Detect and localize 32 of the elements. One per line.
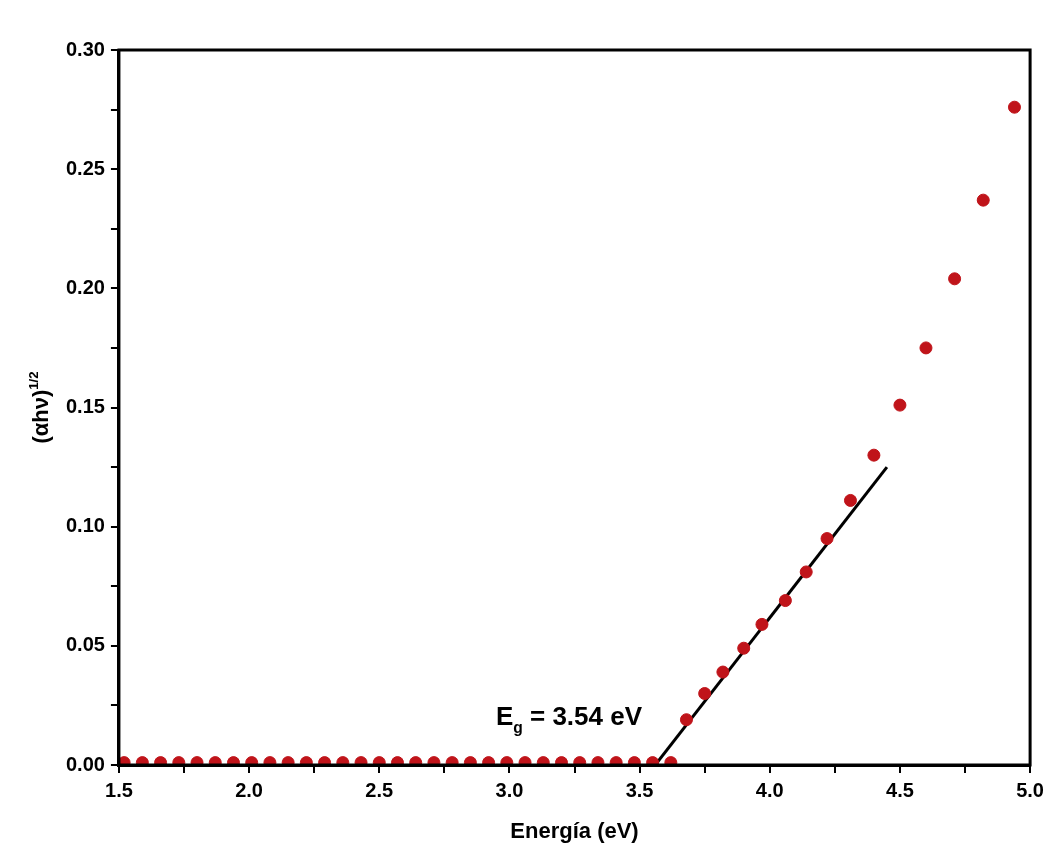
x-tick-label: 3.0 xyxy=(495,778,524,801)
point xyxy=(820,532,834,546)
y-tick-label: 0.15 xyxy=(65,395,105,418)
y-axis-title: (αhν)1/2 xyxy=(26,371,53,444)
point xyxy=(716,665,730,679)
point xyxy=(893,398,907,412)
y-tick-label: 0.05 xyxy=(65,633,105,656)
x-tick-label: 1.5 xyxy=(105,778,133,801)
point xyxy=(1007,100,1021,114)
x-tick-label: 4.0 xyxy=(755,778,784,801)
point xyxy=(843,493,857,507)
x-tick-label: 5.0 xyxy=(1016,778,1044,801)
point xyxy=(867,448,881,462)
point xyxy=(948,272,962,286)
point xyxy=(778,594,792,608)
point xyxy=(755,617,769,631)
x-tick-label: 2.0 xyxy=(235,778,263,801)
y-tick-label: 0.00 xyxy=(65,752,105,775)
point xyxy=(679,713,693,727)
point xyxy=(976,193,990,207)
y-tick-label: 0.20 xyxy=(65,275,105,298)
x-axis-title: Energía (eV) xyxy=(510,818,639,843)
y-tick-label: 0.30 xyxy=(65,37,105,60)
point xyxy=(919,341,933,355)
x-tick-label: 4.5 xyxy=(886,778,914,801)
x-tick-label: 3.5 xyxy=(625,778,654,801)
x-tick-label: 2.5 xyxy=(365,778,394,801)
y-tick-label: 0.25 xyxy=(65,156,105,179)
point xyxy=(698,687,712,700)
y-tick-label: 0.10 xyxy=(65,514,105,537)
point xyxy=(799,565,813,579)
point xyxy=(737,641,751,655)
